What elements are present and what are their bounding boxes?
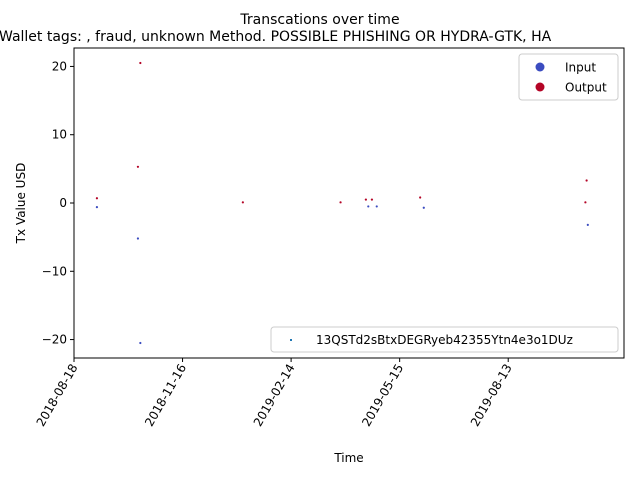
y-tick-label: 20 <box>52 59 67 73</box>
y-axis: −20 −10 0 10 20 <box>42 59 74 347</box>
data-point-output <box>585 179 588 182</box>
data-point-output <box>136 165 140 168</box>
data-point-output <box>364 198 367 201</box>
legend-bottom: 13QSTd2sBtxDEGRyeb42355Ytn4e3o1DUz <box>270 326 619 353</box>
y-axis-label: Tx Value USD <box>14 163 28 245</box>
data-point-input <box>586 223 589 226</box>
y-tick-label: −20 <box>42 333 67 347</box>
x-tick-label: 2019-05-15 <box>359 362 406 429</box>
data-points <box>95 61 589 345</box>
x-tick-label: 2019-08-13 <box>468 362 515 429</box>
legend-wallet-label: 13QSTd2sBtxDEGRyeb42355Ytn4e3o1DUz <box>316 333 573 347</box>
data-point-output <box>241 201 244 204</box>
data-point-output <box>419 196 422 199</box>
x-tick-label: 2019-02-14 <box>251 362 298 429</box>
legend-input-marker <box>535 62 545 72</box>
chart-subtitle: Wallet tags: , fraud, unknown Method. PO… <box>0 29 552 45</box>
x-tick-label: 2018-11-16 <box>142 362 189 429</box>
x-axis: 2018-08-18 2018-11-16 2019-02-14 2019-05-15… <box>34 358 515 429</box>
legend-input-label: Input <box>565 61 596 75</box>
data-point-output <box>339 201 342 204</box>
data-point-output <box>139 61 142 65</box>
data-point-output <box>95 197 99 200</box>
legend-bottom-frame <box>270 326 619 353</box>
x-axis-label: Time <box>333 451 363 465</box>
chart-title: Transcations over time <box>239 12 399 28</box>
data-point-input <box>375 205 378 208</box>
y-tick-label: 0 <box>59 196 67 210</box>
data-point-input <box>422 206 425 209</box>
legend-top: Input Output <box>518 53 619 101</box>
y-tick-label: −10 <box>42 264 67 278</box>
data-point-output <box>370 198 374 201</box>
legend-output-marker <box>535 82 545 92</box>
data-point-input <box>136 237 140 240</box>
legend-output-label: Output <box>565 81 607 95</box>
data-point-input <box>139 341 142 345</box>
data-point-input <box>367 205 370 208</box>
x-tick-label: 2018-08-18 <box>34 362 81 429</box>
legend-wallet-marker <box>290 339 292 341</box>
data-point-input <box>95 205 99 209</box>
y-tick-label: 10 <box>52 128 67 142</box>
data-point-output <box>584 201 587 204</box>
